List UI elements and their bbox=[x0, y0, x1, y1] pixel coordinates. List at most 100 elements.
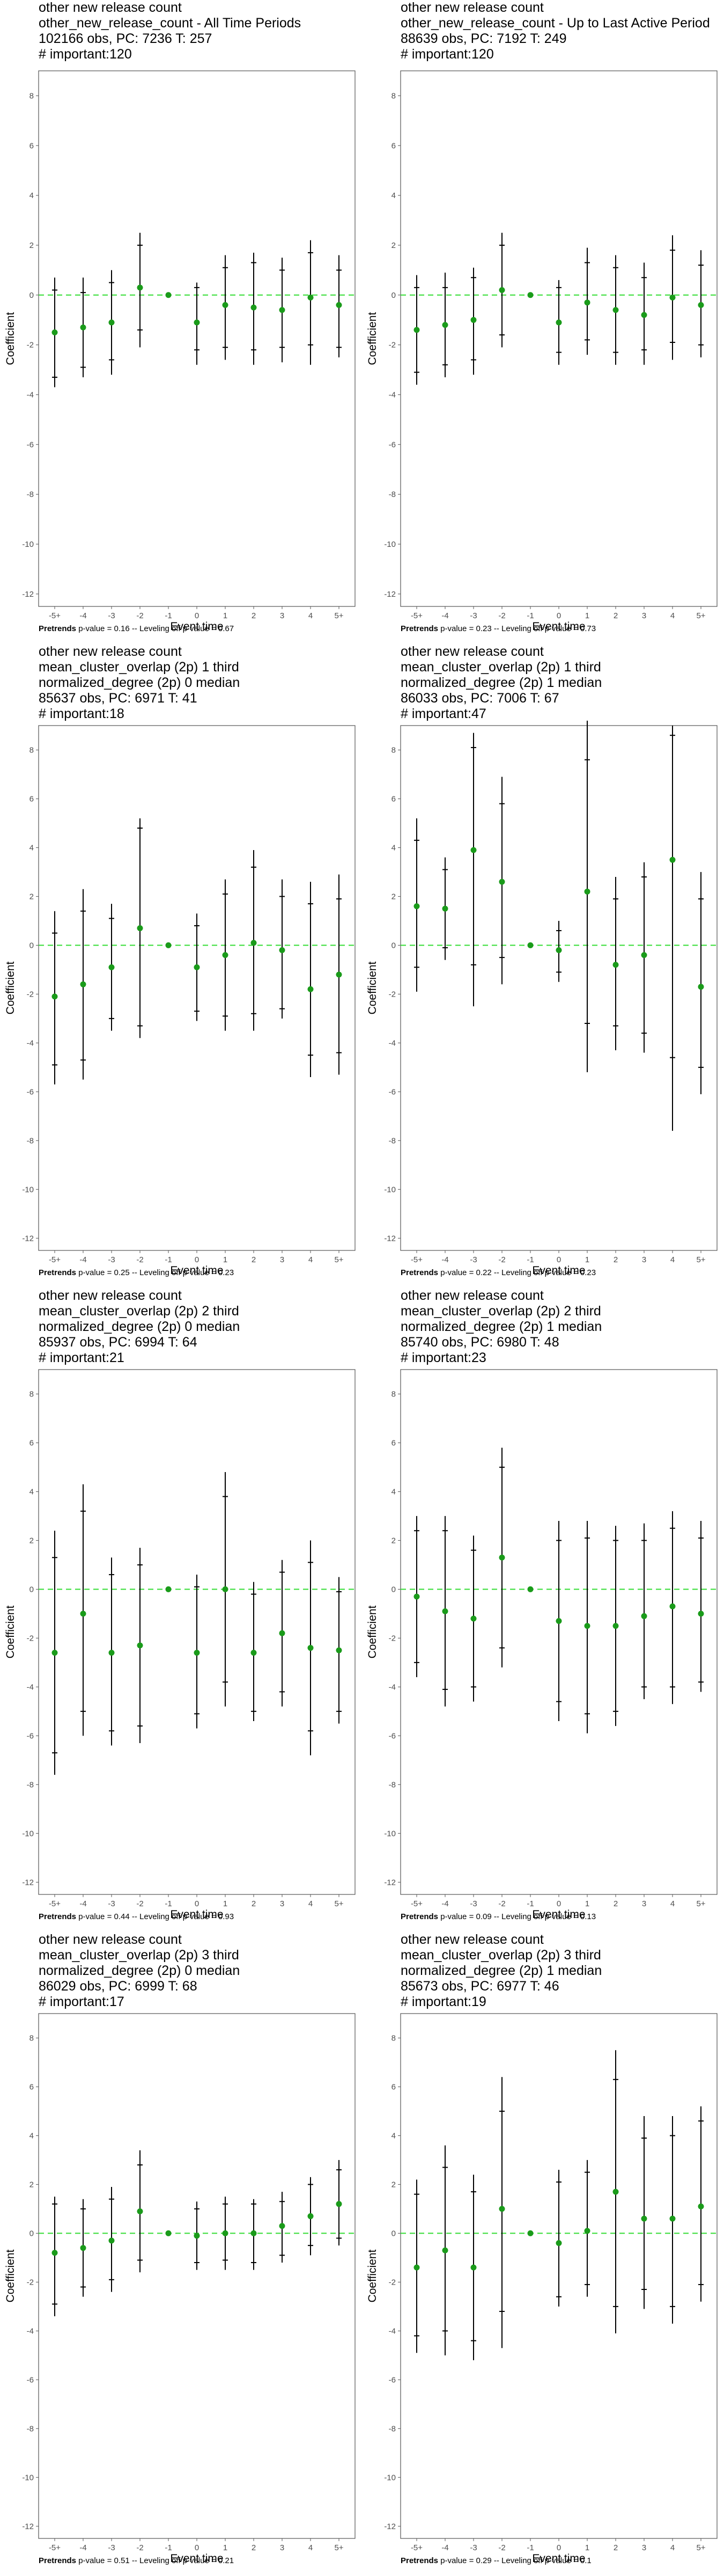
coefficient-point bbox=[612, 1623, 619, 1629]
title-line: 88639 obs, PC: 7192 T: 249 bbox=[401, 31, 567, 46]
title-line: # important:120 bbox=[39, 47, 132, 62]
y-tick-label: -8 bbox=[27, 1136, 34, 1145]
panel-title: other new release count mean_cluster_ove… bbox=[39, 1932, 355, 2010]
footer-text: p-value = 0.25 -- Leveling off p-value =… bbox=[76, 1268, 234, 1277]
x-tick-label: 5+ bbox=[334, 1899, 343, 1908]
y-tick-label: -10 bbox=[384, 2473, 396, 2482]
y-tick-label: 6 bbox=[391, 1438, 396, 1447]
x-tick-label: 1 bbox=[585, 2543, 589, 2552]
x-tick-label: 0 bbox=[557, 1899, 561, 1908]
footer-label: Pretrends bbox=[39, 1268, 77, 1277]
pvalue-footer: Pretrends p-value = 0.29 -- Leveling off… bbox=[401, 2556, 592, 2565]
y-tick-label: -4 bbox=[389, 1038, 396, 1048]
coefficient-point bbox=[413, 903, 420, 910]
coefficient-point bbox=[442, 2247, 448, 2253]
x-tick-label: -5+ bbox=[411, 2543, 423, 2552]
y-tick-label: -4 bbox=[27, 1038, 34, 1048]
y-axis-title: Coefficient bbox=[366, 312, 379, 365]
x-tick-label: -1 bbox=[527, 1255, 534, 1264]
y-tick-label: 0 bbox=[391, 941, 396, 950]
y-tick-label: 2 bbox=[29, 241, 34, 250]
title-line: mean_cluster_overlap (2p) 3 third bbox=[401, 1948, 601, 1963]
x-tick-label: -5+ bbox=[411, 611, 423, 620]
footer-label: Pretrends bbox=[401, 624, 439, 633]
event-study-panel: other new release count mean_cluster_ove… bbox=[362, 644, 724, 1288]
panel-title: other new release count mean_cluster_ove… bbox=[39, 1288, 355, 1366]
coefficient-point bbox=[137, 2208, 143, 2214]
y-tick-label: 6 bbox=[29, 141, 34, 150]
coefficient-point bbox=[499, 287, 505, 293]
panel-title: other new release count mean_cluster_ove… bbox=[39, 644, 355, 722]
coefficient-point bbox=[80, 981, 86, 987]
y-tick-label: 4 bbox=[29, 1487, 34, 1496]
x-tick-label: -1 bbox=[165, 611, 172, 620]
coefficient-point bbox=[194, 964, 200, 970]
title-line: normalized_degree (2p) 1 median bbox=[401, 1319, 602, 1334]
y-tick-label: -8 bbox=[27, 2424, 34, 2433]
title-line: other new release count bbox=[401, 0, 544, 15]
y-tick-label: 6 bbox=[391, 794, 396, 803]
y-tick-label: 4 bbox=[29, 2131, 34, 2140]
x-tick-label: -2 bbox=[498, 1899, 505, 1908]
plot-frame bbox=[400, 725, 718, 1251]
title-line: 86029 obs, PC: 6999 T: 68 bbox=[39, 1979, 197, 1994]
y-tick-label: -6 bbox=[389, 440, 396, 449]
x-tick-label: -2 bbox=[136, 1255, 143, 1264]
coefficient-point bbox=[279, 307, 285, 313]
x-tick-label: 4 bbox=[308, 2543, 313, 2552]
event-study-panel: other new release count mean_cluster_ove… bbox=[0, 1932, 362, 2576]
event-study-panel: other new release count other_new_releas… bbox=[0, 0, 362, 644]
x-tick-label: 1 bbox=[223, 1899, 227, 1908]
x-tick-label: -4 bbox=[441, 1255, 448, 1264]
y-tick-label: 2 bbox=[391, 2180, 396, 2189]
coefficient-point bbox=[669, 2215, 676, 2222]
title-line: mean_cluster_overlap (2p) 2 third bbox=[401, 1304, 601, 1319]
coefficient-point bbox=[698, 1611, 704, 1617]
x-tick-label: 4 bbox=[308, 1255, 313, 1264]
coefficient-point bbox=[51, 993, 58, 1000]
y-tick-label: -6 bbox=[389, 1087, 396, 1096]
x-axis-title: Event time bbox=[170, 1264, 223, 1277]
title-line: normalized_degree (2p) 1 median bbox=[401, 675, 602, 690]
y-tick-label: -12 bbox=[22, 2522, 34, 2531]
event-study-panel: other new release count mean_cluster_ove… bbox=[362, 1932, 724, 2576]
y-axis-title: Coefficient bbox=[366, 1605, 379, 1658]
title-line: normalized_degree (2p) 0 median bbox=[39, 1963, 240, 1978]
x-tick-label: 2 bbox=[614, 2543, 618, 2552]
x-axis-title: Event time bbox=[170, 1908, 223, 1921]
y-tick-label: -12 bbox=[384, 1878, 396, 1887]
y-tick-label: -10 bbox=[22, 1829, 34, 1838]
title-line: # important:17 bbox=[39, 1994, 124, 2009]
y-tick-label: -8 bbox=[27, 1780, 34, 1789]
x-tick-label: -5+ bbox=[49, 1899, 61, 1908]
footer-text: p-value = 0.09 -- Leveling off p-value =… bbox=[438, 1912, 596, 1921]
x-tick-label: 2 bbox=[614, 1255, 618, 1264]
y-tick-label: -4 bbox=[27, 2326, 34, 2336]
coefficient-point bbox=[165, 2230, 172, 2236]
x-tick-label: 3 bbox=[642, 1899, 646, 1908]
y-tick-label: 4 bbox=[29, 843, 34, 852]
title-line: # important:23 bbox=[401, 1350, 486, 1365]
y-tick-label: 6 bbox=[391, 2082, 396, 2091]
x-axis-title: Event time bbox=[532, 1264, 585, 1277]
coefficient-point bbox=[527, 1586, 534, 1592]
title-line: other new release count bbox=[39, 1932, 182, 1947]
footer-label: Pretrends bbox=[401, 1268, 439, 1277]
coefficient-point bbox=[222, 2230, 228, 2236]
plot-frame bbox=[38, 2013, 356, 2539]
coefficient-point bbox=[250, 940, 257, 946]
x-tick-label: -2 bbox=[498, 611, 505, 620]
y-tick-label: -8 bbox=[27, 490, 34, 499]
pvalue-footer: Pretrends p-value = 0.09 -- Leveling off… bbox=[401, 1912, 596, 1921]
coefficient-point bbox=[442, 905, 448, 912]
coefficient-point bbox=[641, 1613, 647, 1619]
coefficient-point bbox=[250, 1650, 257, 1656]
y-tick-label: -8 bbox=[389, 2424, 396, 2433]
x-tick-label: 3 bbox=[280, 1255, 284, 1264]
x-tick-label: 4 bbox=[670, 1255, 675, 1264]
footer-text: p-value = 0.29 -- Leveling off p-value =… bbox=[438, 2556, 592, 2565]
